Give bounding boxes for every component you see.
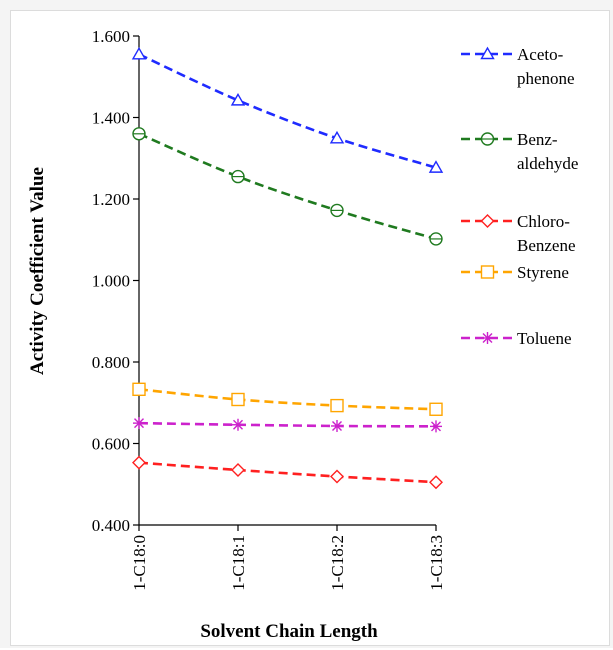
- series-line: [138, 388, 437, 411]
- legend-label: Toluene: [517, 329, 572, 348]
- series-1: [132, 127, 443, 246]
- chart-panel: 0.400 0.600 0.800 1.000 1.200 1.400 1.600 1-C18…: [10, 10, 610, 646]
- series-line: [138, 53, 437, 169]
- data-point: [132, 455, 146, 470]
- legend-label: aldehyde: [517, 154, 578, 173]
- series-line: [138, 461, 437, 484]
- y-tick-label: 0.400: [92, 516, 130, 535]
- series-line: [138, 421, 437, 428]
- marker-stroke: [233, 419, 243, 430]
- x-tick-label: 1-C18:3: [427, 535, 446, 591]
- y-tick-label: 1.400: [92, 109, 130, 128]
- data-point: [430, 420, 442, 433]
- line-chart: 0.400 0.600 0.800 1.000 1.200 1.400 1.600 1-C18…: [27, 27, 578, 642]
- legend-item-4: Toluene: [461, 329, 572, 348]
- legend-item-1: Benz-aldehyde: [461, 130, 578, 173]
- series-layer: [131, 46, 444, 490]
- x-axis-title: Solvent Chain Length: [200, 621, 378, 642]
- legend-label: Styrene: [517, 263, 569, 282]
- data-point: [330, 398, 344, 413]
- data-point: [131, 46, 147, 60]
- data-point: [230, 92, 246, 106]
- data-point: [429, 402, 443, 416]
- legend-label: phenone: [517, 69, 575, 88]
- legend-marker: [480, 132, 495, 146]
- data-point: [132, 127, 146, 141]
- data-point: [330, 469, 344, 484]
- legend-marker: [480, 46, 495, 60]
- data-point: [132, 382, 146, 397]
- series-line: [138, 132, 437, 241]
- data-point: [231, 169, 245, 184]
- axes: 0.400 0.600 0.800 1.000 1.200 1.400 1.600 1-C18…: [92, 27, 446, 591]
- marker-stroke: [134, 418, 144, 429]
- data-point: [429, 232, 443, 246]
- series-3: [132, 382, 443, 416]
- marker-stroke: [332, 420, 342, 431]
- series-4: [133, 417, 442, 433]
- legend-label: Chloro-: [517, 212, 570, 231]
- data-point: [428, 160, 444, 173]
- legend-marker: [480, 265, 495, 279]
- x-tick-label: 1-C18:0: [130, 535, 149, 591]
- y-tick-label: 1.000: [92, 272, 130, 291]
- y-tick-label: 1.200: [92, 190, 130, 209]
- legend-item-3: Styrene: [461, 263, 569, 282]
- data-point: [329, 130, 345, 144]
- y-tick-label: 0.800: [92, 353, 130, 372]
- legend-label: Aceto-: [517, 45, 564, 64]
- series-0: [131, 46, 444, 173]
- x-tick-label: 1-C18:2: [328, 535, 347, 591]
- data-point: [232, 418, 244, 431]
- legend-marker: [480, 214, 495, 228]
- y-tick-label: 1.600: [92, 27, 130, 46]
- data-point: [429, 475, 443, 490]
- marker-stroke: [431, 421, 441, 432]
- data-point: [231, 392, 245, 407]
- legend-label: Benzene: [517, 236, 576, 255]
- legend-label: Benz-: [517, 130, 558, 149]
- legend: Aceto-phenone Benz-aldehyde Chloro- Benzene…: [461, 45, 578, 348]
- data-point: [330, 203, 344, 218]
- y-tick-label: 0.600: [92, 435, 130, 454]
- y-axis-title: Activity Coefficient Value: [27, 167, 48, 375]
- data-point: [231, 462, 245, 477]
- legend-item-2: Chloro- Benzene: [461, 212, 576, 255]
- data-point: [133, 417, 145, 430]
- series-2: [132, 455, 443, 490]
- x-tick-label: 1-C18:1: [229, 535, 248, 591]
- data-point: [331, 419, 343, 432]
- legend-item-0: Aceto-phenone: [461, 45, 575, 88]
- marker-stroke: [482, 333, 493, 343]
- legend-marker: [481, 332, 494, 344]
